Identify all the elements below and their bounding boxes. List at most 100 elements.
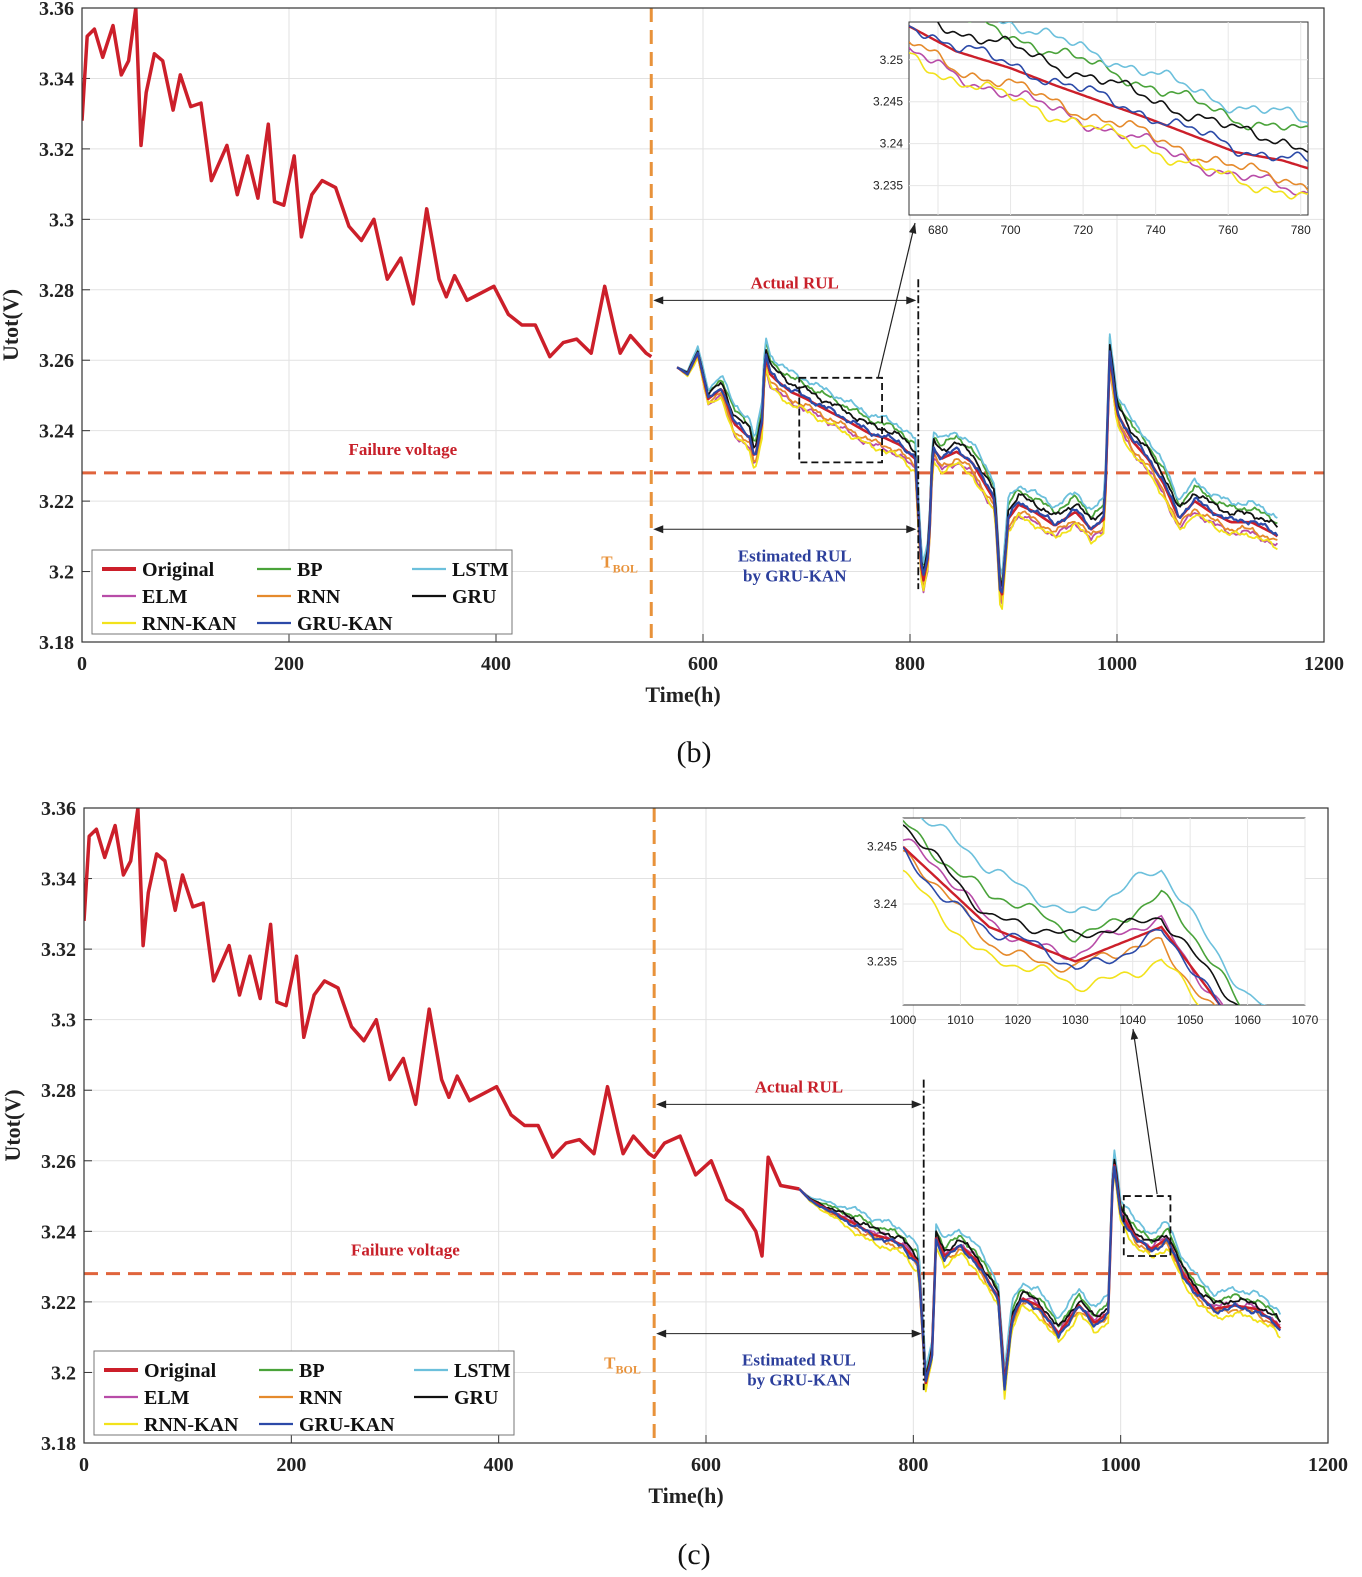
inset-x-tick-label: 1060 <box>1234 1013 1261 1027</box>
y-tick-label: 3.24 <box>39 421 74 443</box>
legend-label-bp: BP <box>299 1360 325 1382</box>
x-tick-label: 1000 <box>1097 653 1137 675</box>
legend-label-lstm: LSTM <box>452 559 509 581</box>
y-tick-label: 3.24 <box>41 1221 76 1243</box>
inset-y-tick-label: 3.25 <box>880 53 904 67</box>
inset-x-tick-label: 780 <box>1291 223 1311 237</box>
y-tick-label: 3.3 <box>49 209 74 231</box>
x-tick-label: 800 <box>895 653 925 675</box>
inset-plot: 1000 1010 1020 1030 1040 1050 1060 1070 3.235 3.2… <box>867 817 1319 1027</box>
inset-x-tick-label: 740 <box>1146 223 1166 237</box>
zoom-pointer-arrowhead <box>908 223 917 234</box>
y-tick-label: 3.34 <box>39 68 74 90</box>
series-original-history <box>82 8 653 359</box>
inset-plot: 680 700 720 740 760 780 3.235 3.24 3.245 3.25 <box>873 21 1311 237</box>
inset-x-tick-label: 1070 <box>1292 1013 1319 1027</box>
x-tick-label: 400 <box>481 653 511 675</box>
legend-label-rnn: RNN <box>299 1387 343 1409</box>
estimated-rul-arrow <box>653 525 917 534</box>
legend: Original BP LSTM ELM RNN GRU RNN-KAN GRU-KAN <box>93 1350 515 1436</box>
y-tick-label: 3.28 <box>41 1080 76 1102</box>
inset-series-original <box>903 845 1222 1005</box>
estimated-rul-label-line1: Estimated RUL <box>742 1351 856 1370</box>
legend-label-original: Original <box>144 1360 217 1382</box>
inset-series-gru <box>936 22 1308 153</box>
legend-label-rnn: RNN <box>297 586 341 608</box>
inset-series-gru-kan <box>903 846 1221 1005</box>
axes-frame <box>83 807 1329 1444</box>
chart-c: 0 200 400 600 800 1000 1200 3.18 3.2 3.22 3.24 3.26… <box>0 798 1348 1571</box>
x-tick-label: 1000 <box>1101 1454 1141 1476</box>
estimated-rul-arrow <box>656 1329 922 1338</box>
series-bp <box>676 335 1278 582</box>
inset-x-tick-label: 1010 <box>947 1013 974 1027</box>
series-bp <box>798 1154 1282 1380</box>
legend-label-elm: ELM <box>144 1387 190 1409</box>
x-tick-label: 0 <box>79 1454 89 1476</box>
y-tick-label: 3.36 <box>39 0 74 20</box>
inset-x-tick-label: 700 <box>1001 223 1021 237</box>
legend-box <box>93 1350 515 1436</box>
inset-series-rnn-kan <box>903 869 1200 1005</box>
legend-label-lstm: LSTM <box>454 1360 511 1382</box>
y-tick-label: 3.18 <box>39 632 74 654</box>
x-axis-label: Time(h) <box>645 682 720 707</box>
zoom-pointer-arrow <box>877 222 916 378</box>
actual-rul-label: Actual RUL <box>755 1077 843 1096</box>
legend-label-gru-kan: GRU-KAN <box>299 1414 395 1436</box>
inset-frame <box>908 21 1309 216</box>
inset-x-tick-label: 1040 <box>1119 1013 1146 1027</box>
series-lstm <box>798 1149 1282 1370</box>
inset-series-gru-kan <box>909 25 1308 163</box>
y-tick-label: 3.36 <box>41 798 76 820</box>
y-tick-label: 3.2 <box>51 1362 76 1384</box>
x-tick-label: 1200 <box>1308 1454 1348 1476</box>
x-axis-label: Time(h) <box>648 1483 723 1508</box>
inset-frame <box>902 817 1306 1006</box>
y-tick-label: 3.32 <box>41 939 76 961</box>
y-tick-label: 3.22 <box>39 491 74 513</box>
inset-series-gru <box>903 824 1239 1005</box>
figure-caption: (c) <box>677 1538 710 1571</box>
inset-series-lstm <box>998 22 1308 124</box>
series-gru-kan <box>676 350 1279 594</box>
legend-label-gru-kan: GRU-KAN <box>297 613 393 635</box>
inset-series-rnn <box>909 41 1308 191</box>
inset-lines <box>909 22 1308 200</box>
inset-series-original <box>909 25 1308 170</box>
y-tick-label: 3.26 <box>39 350 74 372</box>
zoom-box <box>798 376 883 464</box>
inset-y-tick-label: 3.24 <box>880 137 904 151</box>
zoom-box <box>1122 1195 1172 1257</box>
x-tick-label: 0 <box>77 653 87 675</box>
legend-label-elm: ELM <box>142 586 188 608</box>
inset-x-tick-label: 1050 <box>1177 1013 1204 1027</box>
y-axis-label: Utot(V) <box>0 289 23 361</box>
inset-series-lstm <box>920 818 1268 1005</box>
y-tick-label: 3.32 <box>39 139 74 161</box>
failure-voltage-label: Failure voltage <box>348 440 457 459</box>
x-tick-label: 200 <box>274 653 304 675</box>
failure-voltage-label: Failure voltage <box>351 1241 460 1260</box>
legend-label-bp: BP <box>297 559 323 581</box>
inset-y-tick-label: 3.235 <box>867 954 897 968</box>
inset-y-tick-label: 3.245 <box>867 840 897 854</box>
y-tick-label: 3.18 <box>41 1433 76 1455</box>
x-tick-label: 600 <box>688 653 718 675</box>
plot-lines <box>82 8 1324 642</box>
zoom-pointer-arrow <box>1132 1028 1158 1195</box>
inset-y-tick-label: 3.235 <box>873 179 903 193</box>
inset-y-tick-label: 3.24 <box>874 897 898 911</box>
y-tick-label: 3.3 <box>51 1010 76 1032</box>
series-gru <box>676 343 1279 588</box>
y-tick-label: 3.2 <box>49 562 74 584</box>
series-lstm <box>676 333 1278 576</box>
x-tick-label: 200 <box>276 1454 306 1476</box>
actual-rul-label: Actual RUL <box>751 273 839 292</box>
x-tick-label: 800 <box>898 1454 928 1476</box>
x-tick-label: 1200 <box>1304 653 1344 675</box>
series-gru <box>798 1158 1282 1383</box>
inset-series-elm <box>909 46 1308 196</box>
inset-x-tick-label: 680 <box>928 223 948 237</box>
